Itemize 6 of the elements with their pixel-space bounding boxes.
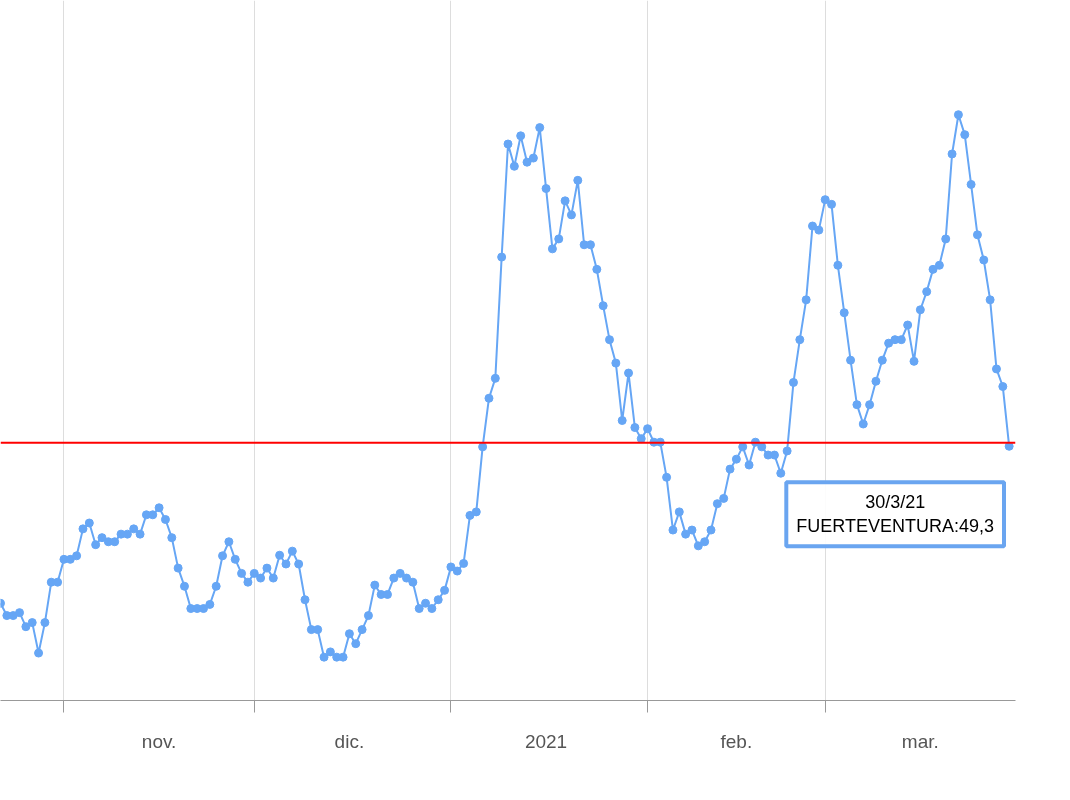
x-tick-label: 2021 [524, 730, 568, 752]
x-tick-label: feb. [720, 730, 753, 752]
annotation: 30/3/21 FUERTEVENTURA:49,3 [796, 492, 995, 537]
x-tick-label: mar. [901, 730, 939, 752]
x-tick-label: dic. [334, 730, 365, 752]
x-tick-label: nov. [141, 730, 177, 752]
